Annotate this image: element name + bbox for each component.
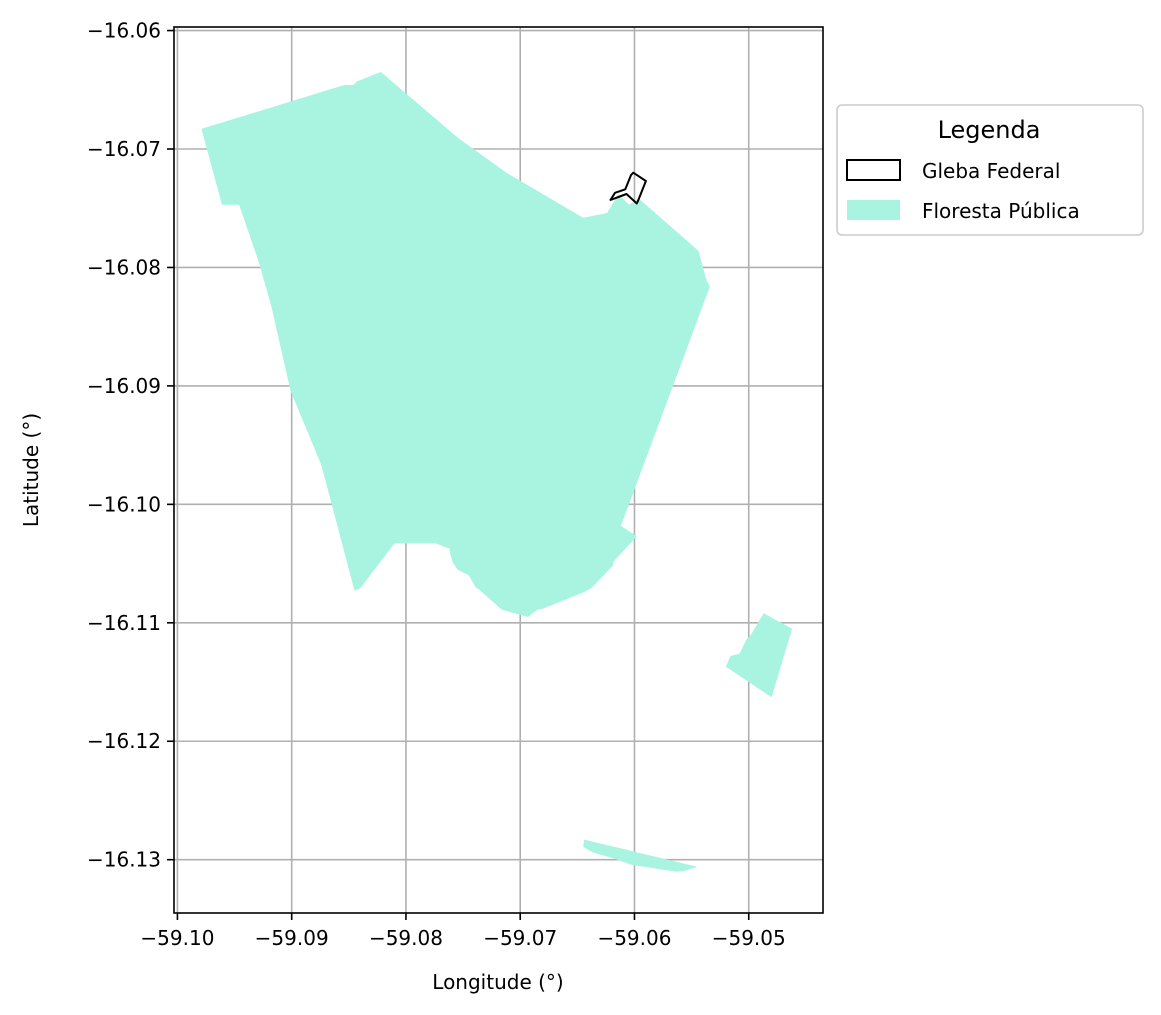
x-axis-title: Longitude (°): [432, 970, 563, 994]
axes-frame: [173, 26, 824, 914]
y-tick-label: −16.08: [87, 255, 161, 279]
floresta-publica-layer: [201, 72, 793, 872]
legend-label-floresta-publica: Floresta Pública: [922, 199, 1080, 223]
legend-box: [836, 104, 1144, 236]
legend-swatch-gleba-federal: [846, 159, 901, 181]
y-tick-label: −16.07: [87, 137, 161, 161]
legend-swatch-floresta-publica: [847, 200, 900, 220]
x-tick-label: −59.09: [255, 926, 329, 950]
x-axis-ticks: −59.10 −59.09 −59.08 −59.07 −59.06 −59.05: [140, 913, 786, 950]
floresta-publica-main-forest-polygon: [201, 72, 710, 617]
gleba-federal-polygon: [609, 171, 647, 205]
x-tick-label: −59.07: [483, 926, 557, 950]
legend-title: Legenda: [938, 116, 1041, 144]
y-tick-label: −16.12: [87, 729, 161, 753]
y-tick-label: −16.13: [87, 848, 161, 872]
y-tick-label: −16.09: [87, 374, 161, 398]
x-tick-label: −59.10: [140, 926, 214, 950]
floresta-publica-south-forest-polygon: [583, 839, 698, 872]
y-axis-ticks: −16.06 −16.07 −16.08 −16.09 −16.10 −16.11 −16.…: [87, 19, 174, 872]
y-tick-label: −16.11: [87, 611, 161, 635]
x-tick-label: −59.06: [597, 926, 671, 950]
legend: Legenda Gleba Federal Floresta Pública: [836, 104, 1144, 236]
y-axis-title: Latitude (°): [19, 413, 43, 527]
legend-label-gleba-federal: Gleba Federal: [922, 159, 1060, 183]
x-tick-label: −59.08: [369, 926, 443, 950]
y-tick-label: −16.10: [87, 492, 161, 516]
gleba-federal-layer: [609, 171, 647, 205]
floresta-publica-east-forest-polygon: [725, 613, 793, 698]
x-tick-label: −59.05: [712, 926, 786, 950]
plot-area: −59.10 −59.09 −59.08 −59.07 −59.06 −59.05 −16…: [87, 19, 824, 950]
y-tick-label: −16.06: [87, 19, 161, 43]
